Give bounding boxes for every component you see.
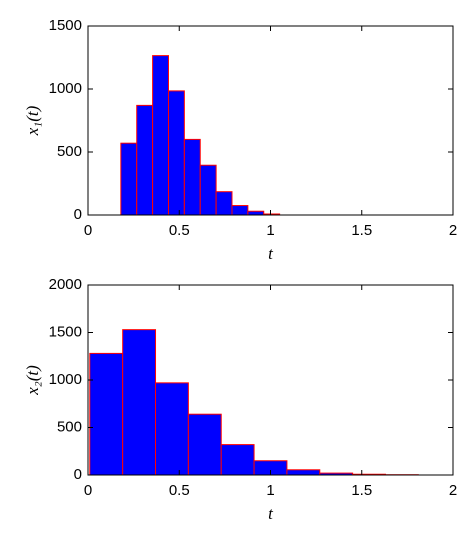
histogram-bar bbox=[120, 142, 138, 216]
histogram-bar bbox=[167, 90, 185, 216]
histogram-bar bbox=[152, 55, 169, 216]
histogram-bar bbox=[122, 329, 157, 476]
y-tick-label: 1000 bbox=[49, 371, 82, 388]
y-tick-label: 2000 bbox=[49, 276, 82, 293]
histogram-bar bbox=[183, 138, 201, 216]
x-tick-label: 2 bbox=[449, 482, 457, 499]
histogram-bar bbox=[215, 191, 233, 216]
x-tick-label: 0 bbox=[84, 482, 92, 499]
histogram-bar bbox=[286, 469, 321, 476]
histogram-bar bbox=[187, 413, 222, 476]
x-tick-label: 1.5 bbox=[351, 482, 372, 499]
y-tick-label: 1500 bbox=[49, 323, 82, 340]
histogram-bar bbox=[199, 164, 217, 216]
y-tick-label: 1500 bbox=[49, 17, 82, 34]
x-tick-label: 0 bbox=[84, 222, 92, 239]
x-tick-label: 0.5 bbox=[169, 222, 190, 239]
x-tick-label: 0.5 bbox=[169, 482, 190, 499]
x-tick-label: 1.5 bbox=[351, 222, 372, 239]
histogram-bar bbox=[220, 444, 255, 476]
x-tick-label: 1 bbox=[266, 482, 274, 499]
y-axis-label: x₂(t) bbox=[23, 365, 42, 396]
y-axis-label: x₁(t) bbox=[23, 105, 42, 136]
histogram-bar bbox=[89, 352, 124, 476]
x-tick-label: 2 bbox=[449, 222, 457, 239]
y-tick-label: 500 bbox=[57, 143, 82, 160]
x-axis-label: t bbox=[268, 244, 274, 263]
histogram-bar bbox=[155, 382, 189, 476]
x-tick-label: 1 bbox=[266, 222, 274, 239]
y-tick-label: 0 bbox=[74, 206, 82, 223]
histogram-bar bbox=[231, 205, 249, 216]
histogram-bar bbox=[136, 104, 154, 216]
y-tick-label: 1000 bbox=[49, 80, 82, 97]
x-axis-label: t bbox=[268, 504, 274, 523]
y-tick-label: 0 bbox=[74, 466, 82, 483]
y-tick-label: 500 bbox=[57, 418, 82, 435]
histogram-bar bbox=[247, 210, 265, 216]
